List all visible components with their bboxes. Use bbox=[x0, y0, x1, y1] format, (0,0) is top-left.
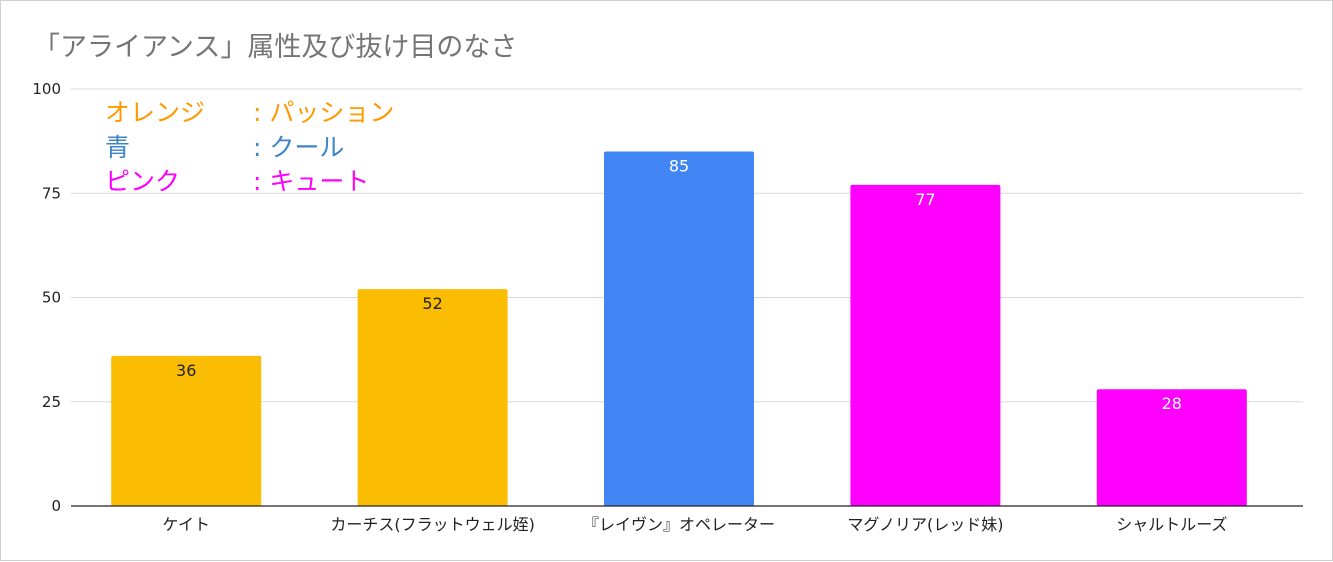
bar bbox=[111, 355, 262, 506]
bar bbox=[604, 151, 754, 507]
x-tick-label: シャルトルーズ bbox=[1116, 515, 1227, 534]
annotation-cute: ピンク : キュート bbox=[105, 162, 369, 198]
annotation-passion: オレンジ : パッション bbox=[105, 93, 394, 129]
y-tick-label: 25 bbox=[42, 393, 61, 411]
annotation-key: オレンジ bbox=[105, 98, 206, 127]
y-tick-label: 75 bbox=[42, 184, 61, 202]
chart-title: 「アライアンス」属性及び抜け目のなさ bbox=[33, 32, 518, 63]
annotation-key: 青 bbox=[105, 133, 131, 162]
y-tick-label: 0 bbox=[51, 497, 61, 515]
x-tick-label: マグノリア(レッド妹) bbox=[847, 515, 1003, 534]
x-tick-label: カーチス(フラットウェル姪) bbox=[330, 515, 535, 534]
annotation-cool: 青 : クール bbox=[105, 128, 344, 164]
annotation-value: : パッション bbox=[253, 98, 395, 127]
annotation-value: : キュート bbox=[253, 167, 370, 196]
bar bbox=[850, 184, 1001, 506]
y-tick-label: 100 bbox=[32, 80, 61, 98]
data-label: 85 bbox=[669, 157, 689, 176]
data-label: 28 bbox=[1162, 394, 1182, 413]
x-tick-label: ケイト bbox=[162, 515, 210, 534]
annotation-key: ピンク bbox=[105, 167, 181, 196]
data-label: 52 bbox=[422, 294, 442, 313]
y-tick-label: 50 bbox=[42, 289, 61, 307]
data-label: 36 bbox=[176, 361, 196, 380]
bar bbox=[1096, 389, 1247, 506]
x-tick-label: 『レイヴン』オペレーター bbox=[583, 515, 775, 534]
data-label: 77 bbox=[915, 190, 935, 209]
annotation-value: : クール bbox=[253, 133, 345, 162]
bar bbox=[357, 289, 508, 506]
